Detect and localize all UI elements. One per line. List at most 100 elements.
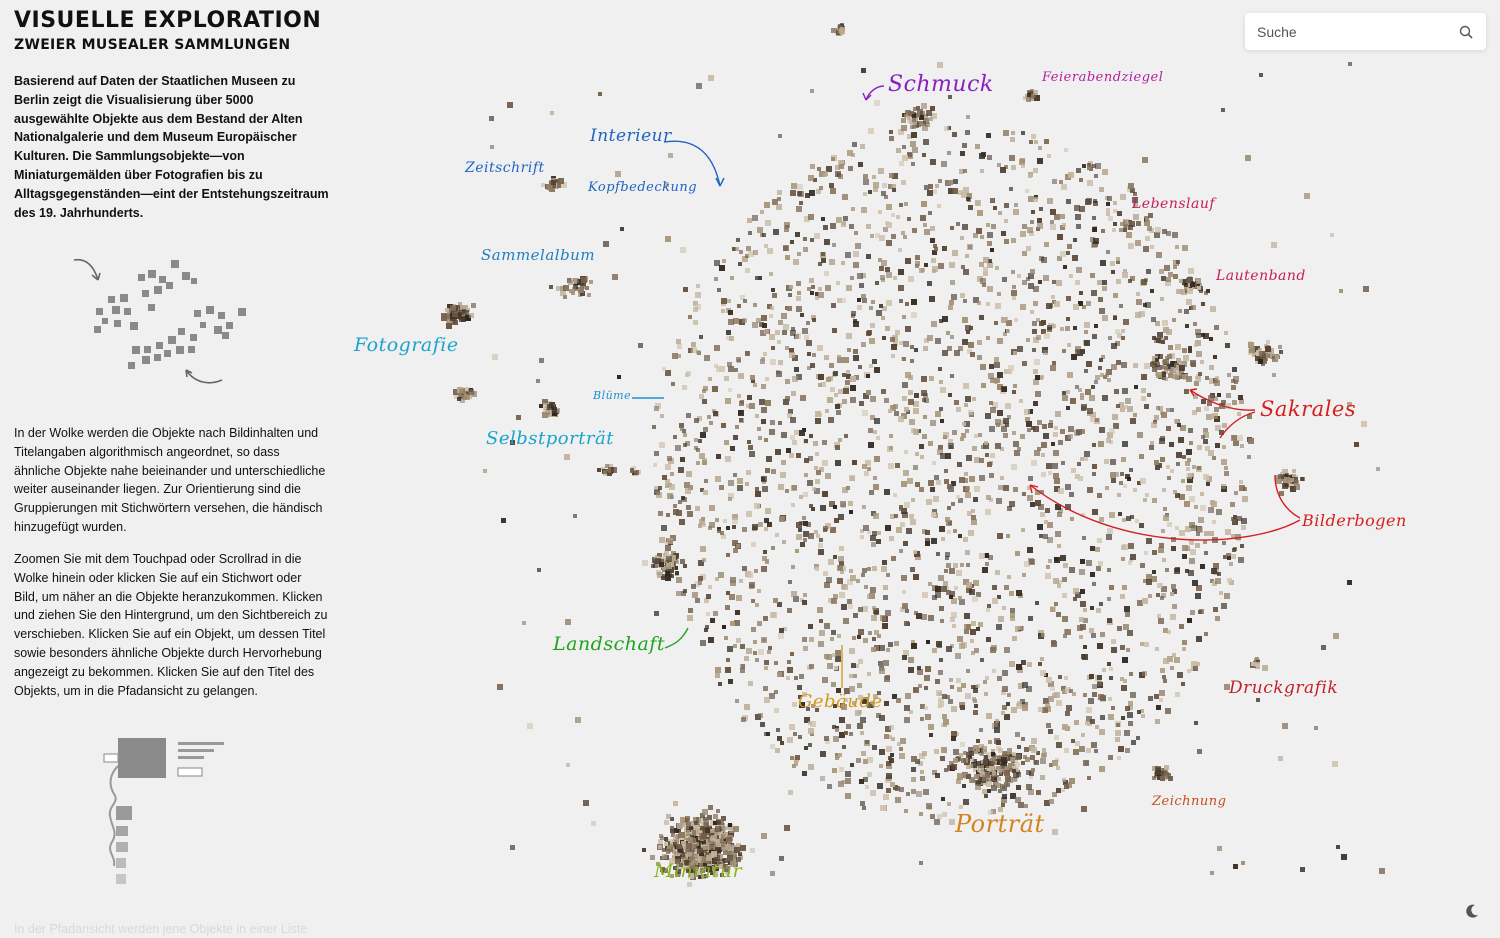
object-thumbnail[interactable] [1198,610,1202,614]
object-thumbnail[interactable] [483,469,487,473]
object-thumbnail[interactable] [953,758,958,763]
object-thumbnail[interactable] [1081,654,1086,659]
object-thumbnail[interactable] [688,608,693,613]
object-thumbnail[interactable] [1107,568,1111,572]
object-thumbnail[interactable] [711,851,717,857]
label-lautenband[interactable]: Lautenband [1216,268,1306,284]
object-thumbnail[interactable] [937,204,941,208]
object-thumbnail[interactable] [902,382,908,388]
object-thumbnail[interactable] [1103,375,1107,379]
object-thumbnail[interactable] [987,462,992,467]
object-thumbnail[interactable] [875,281,879,285]
object-thumbnail[interactable] [1111,270,1115,274]
object-thumbnail[interactable] [1180,425,1186,431]
object-thumbnail[interactable] [1119,481,1123,485]
object-thumbnail[interactable] [983,271,988,276]
object-thumbnail[interactable] [797,252,801,256]
object-thumbnail[interactable] [1136,736,1140,740]
object-thumbnail[interactable] [968,755,972,759]
object-thumbnail[interactable] [703,386,708,391]
object-thumbnail[interactable] [966,624,971,629]
object-thumbnail[interactable] [673,504,677,508]
object-thumbnail[interactable] [948,486,954,492]
object-thumbnail[interactable] [892,335,898,341]
object-thumbnail[interactable] [1015,551,1020,556]
object-thumbnail[interactable] [1098,694,1104,700]
object-thumbnail[interactable] [931,321,937,327]
object-thumbnail[interactable] [812,353,816,357]
object-thumbnail[interactable] [1080,396,1084,400]
object-thumbnail[interactable] [987,262,993,268]
object-thumbnail[interactable] [723,519,727,523]
object-thumbnail[interactable] [1064,748,1069,753]
object-thumbnail[interactable] [882,336,886,340]
object-thumbnail[interactable] [776,371,782,377]
object-thumbnail[interactable] [670,826,674,830]
object-thumbnail[interactable] [947,506,951,510]
object-thumbnail[interactable] [811,315,816,320]
object-thumbnail[interactable] [1133,488,1137,492]
object-thumbnail[interactable] [1022,492,1026,496]
object-thumbnail[interactable] [1034,450,1040,456]
object-thumbnail[interactable] [763,686,768,691]
object-thumbnail[interactable] [1282,723,1288,729]
object-thumbnail[interactable] [698,862,703,867]
object-thumbnail[interactable] [921,376,927,382]
object-thumbnail[interactable] [507,102,513,108]
object-thumbnail[interactable] [755,414,759,418]
object-thumbnail[interactable] [1095,725,1099,729]
object-thumbnail[interactable] [1016,664,1022,670]
object-thumbnail[interactable] [1097,493,1102,498]
object-thumbnail[interactable] [809,664,814,669]
object-thumbnail[interactable] [961,758,966,763]
object-thumbnail[interactable] [1189,558,1195,564]
object-thumbnail[interactable] [1014,318,1018,322]
object-thumbnail[interactable] [901,118,906,123]
object-thumbnail[interactable] [665,568,669,572]
object-thumbnail[interactable] [1270,354,1275,359]
object-thumbnail[interactable] [714,860,720,866]
object-thumbnail[interactable] [705,625,709,629]
object-thumbnail[interactable] [945,517,950,522]
object-thumbnail[interactable] [997,163,1001,167]
search-input[interactable] [1245,13,1458,50]
object-thumbnail[interactable] [1187,288,1193,294]
object-thumbnail[interactable] [991,809,996,814]
object-thumbnail[interactable] [948,188,954,194]
object-thumbnail[interactable] [763,616,768,621]
object-thumbnail[interactable] [677,866,682,871]
object-thumbnail[interactable] [1135,240,1141,246]
object-thumbnail[interactable] [1065,484,1071,490]
object-thumbnail[interactable] [989,473,994,478]
object-thumbnail[interactable] [700,432,706,438]
object-thumbnail[interactable] [667,538,673,544]
object-thumbnail[interactable] [841,566,846,571]
object-thumbnail[interactable] [698,560,704,566]
object-thumbnail[interactable] [1082,536,1086,540]
object-thumbnail[interactable] [796,453,801,458]
object-thumbnail[interactable] [838,753,842,757]
object-thumbnail[interactable] [986,713,992,719]
object-thumbnail[interactable] [542,412,548,418]
object-thumbnail[interactable] [720,841,726,847]
object-thumbnail[interactable] [774,708,779,713]
object-thumbnail[interactable] [953,179,958,184]
object-thumbnail[interactable] [733,644,737,648]
object-thumbnail[interactable] [1339,289,1343,293]
object-thumbnail[interactable] [1051,640,1056,645]
object-thumbnail[interactable] [984,692,988,696]
object-thumbnail[interactable] [1102,280,1107,285]
object-thumbnail[interactable] [886,300,892,306]
object-thumbnail[interactable] [888,756,892,760]
object-thumbnail[interactable] [1121,685,1127,691]
object-thumbnail[interactable] [803,593,807,597]
object-thumbnail[interactable] [947,151,951,155]
object-thumbnail[interactable] [1071,354,1077,360]
object-thumbnail[interactable] [792,355,798,361]
object-thumbnail[interactable] [766,456,772,462]
object-thumbnail[interactable] [944,126,949,131]
object-thumbnail[interactable] [922,434,927,439]
object-thumbnail[interactable] [1154,232,1160,238]
object-thumbnail[interactable] [845,771,851,777]
object-thumbnail[interactable] [816,470,821,475]
